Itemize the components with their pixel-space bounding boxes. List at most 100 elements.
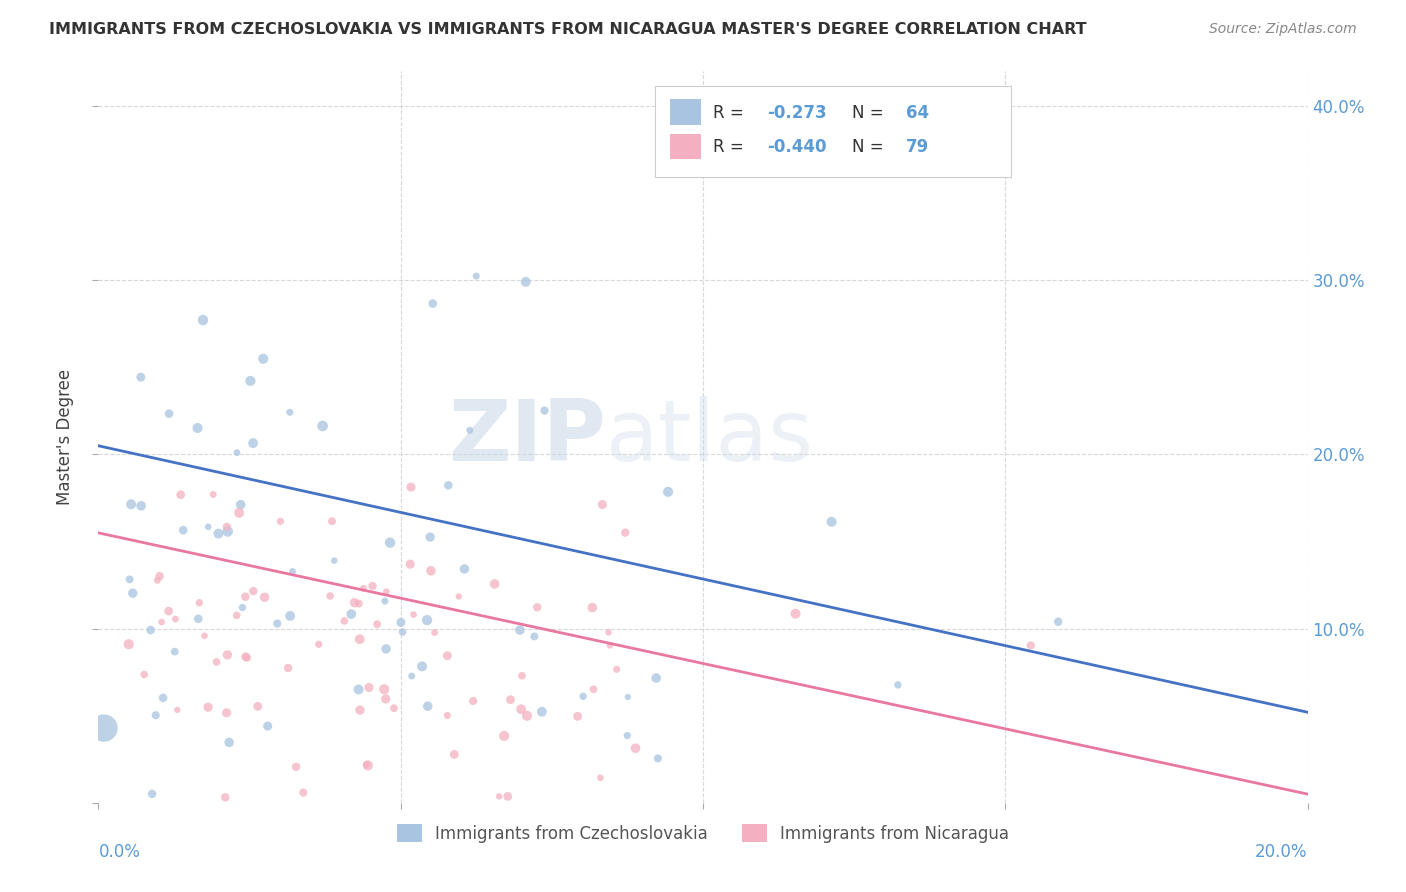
Point: [437, 478, 460, 492]
Point: [484, 577, 506, 591]
Point: [598, 625, 620, 640]
Point: [533, 403, 555, 417]
Text: -0.273: -0.273: [768, 104, 827, 122]
Point: [218, 735, 240, 749]
Point: [349, 632, 371, 647]
Point: [278, 608, 301, 623]
Point: [197, 700, 219, 714]
Point: [530, 705, 553, 719]
Point: [366, 617, 388, 632]
Point: [118, 637, 141, 651]
Point: [375, 584, 398, 599]
Point: [323, 554, 346, 568]
Point: [187, 612, 209, 626]
Point: [120, 497, 142, 511]
Point: [165, 612, 187, 626]
Point: [373, 682, 395, 697]
Point: [647, 751, 669, 765]
Point: [215, 706, 238, 720]
Point: [657, 484, 679, 499]
Point: [416, 699, 439, 714]
Text: atlas: atlas: [606, 395, 814, 479]
Point: [236, 650, 259, 665]
Point: [572, 690, 595, 704]
Point: [614, 525, 637, 540]
Point: [256, 719, 278, 733]
Point: [496, 789, 519, 804]
Text: 20.0%: 20.0%: [1256, 843, 1308, 861]
Point: [246, 699, 269, 714]
Point: [129, 499, 152, 513]
Point: [526, 600, 548, 615]
Text: 0.0%: 0.0%: [98, 843, 141, 861]
Point: [134, 667, 156, 681]
Point: [887, 678, 910, 692]
Point: [378, 535, 401, 549]
Point: [402, 607, 425, 622]
Point: [319, 589, 342, 603]
Point: [252, 351, 274, 366]
Point: [166, 703, 188, 717]
Point: [494, 729, 516, 743]
Point: [510, 669, 533, 683]
Point: [453, 562, 475, 576]
Point: [399, 558, 422, 572]
Point: [121, 586, 143, 600]
Point: [157, 407, 180, 421]
Point: [420, 564, 443, 578]
Point: [266, 616, 288, 631]
Point: [349, 703, 371, 717]
Point: [488, 789, 510, 804]
Point: [1047, 615, 1070, 629]
Point: [419, 530, 441, 544]
Point: [217, 524, 239, 539]
Point: [229, 498, 252, 512]
Point: [308, 637, 330, 651]
Y-axis label: Master's Degree: Master's Degree: [56, 369, 75, 505]
Text: IMMIGRANTS FROM CZECHOSLOVAKIA VS IMMIGRANTS FROM NICARAGUA MASTER'S DEGREE CORR: IMMIGRANTS FROM CZECHOSLOVAKIA VS IMMIGR…: [49, 22, 1087, 37]
Point: [242, 584, 264, 599]
Point: [382, 701, 405, 715]
Point: [141, 787, 163, 801]
Point: [333, 614, 356, 628]
Point: [353, 582, 375, 596]
Point: [1019, 639, 1042, 653]
Point: [172, 523, 194, 537]
Point: [214, 790, 236, 805]
Point: [599, 639, 621, 653]
Point: [356, 757, 378, 772]
Point: [145, 708, 167, 723]
Point: [347, 682, 370, 697]
Point: [93, 721, 115, 735]
Point: [278, 405, 301, 419]
Point: [820, 515, 842, 529]
Text: 79: 79: [905, 137, 929, 156]
Point: [277, 661, 299, 675]
Point: [217, 648, 239, 662]
Point: [617, 690, 640, 704]
Point: [499, 692, 522, 706]
Point: [242, 436, 264, 450]
Point: [465, 269, 488, 284]
Point: [606, 662, 628, 676]
Point: [357, 681, 380, 695]
Point: [509, 623, 531, 637]
Point: [193, 629, 215, 643]
Point: [239, 374, 262, 388]
Point: [375, 641, 398, 656]
Point: [202, 487, 225, 501]
Point: [253, 591, 276, 605]
Point: [150, 615, 173, 629]
Point: [591, 498, 613, 512]
Point: [582, 682, 605, 697]
Point: [118, 572, 141, 586]
Point: [207, 526, 229, 541]
Point: [374, 594, 396, 608]
Point: [139, 623, 162, 637]
Text: N =: N =: [852, 137, 889, 156]
Point: [645, 671, 668, 685]
Point: [567, 709, 589, 723]
Point: [447, 590, 470, 604]
Point: [225, 608, 247, 623]
Point: [226, 445, 249, 459]
